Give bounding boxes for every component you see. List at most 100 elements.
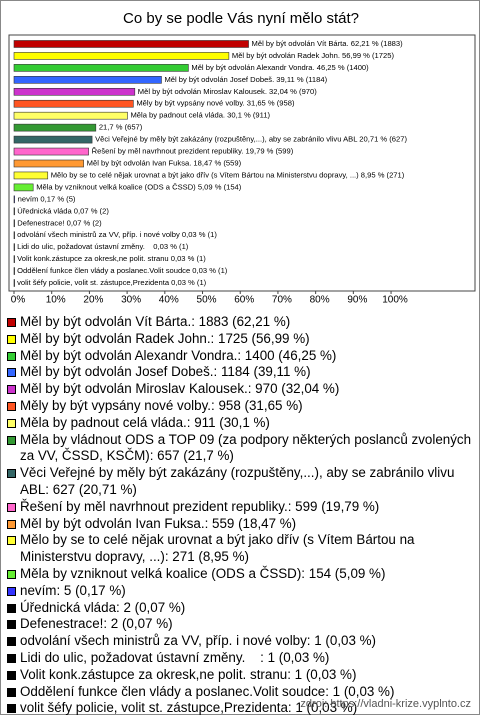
chart-title: Co by se podle Vás nyní mělo stát? (123, 10, 359, 27)
bar-label: Měla by padnout celá vláda. 30,1 % (911) (130, 111, 270, 120)
legend-item: Oddělení funkce člen vlády a poslanec.Vo… (7, 684, 473, 701)
bar (13, 171, 49, 180)
legend-item: Měl by být odvolán Ivan Fuksa.: 559 (18,… (7, 516, 473, 533)
legend-label: Měl by být odvolán Ivan Fuksa.: 559 (18,… (20, 515, 297, 531)
legend-swatch (7, 670, 16, 680)
x-tick-label: 80% (310, 295, 330, 306)
legend-swatch (7, 418, 16, 428)
legend-swatch (7, 401, 16, 411)
bar (13, 52, 230, 60)
legend-label: Měl by být odvolán Josef Dobeš.: 1184 (3… (20, 364, 311, 380)
bar-label: Měl by být odvolán Miroslav Kalousek. 32… (138, 87, 317, 96)
bar (13, 219, 15, 228)
x-tick-label: 30% (121, 295, 141, 306)
bar (13, 195, 15, 204)
bar (13, 207, 15, 216)
legend-item: nevím: 5 (0,17 %) (7, 583, 473, 600)
bar (13, 279, 15, 287)
x-tick-label: 90% (347, 295, 367, 306)
bar-label: Měl by být odvolán Vít Bárta. 62,21 % (1… (252, 39, 404, 48)
bar-label: Úřednická vláda 0,07 % (2) (17, 206, 109, 215)
legend-item: volit šéfy policie, volit st. zástupce,P… (7, 700, 473, 717)
legend-swatch (7, 435, 16, 445)
bar-label: odvolání všech ministrů za VV, příp. i n… (17, 230, 217, 239)
legend-swatch (7, 334, 16, 344)
x-tick-label: 70% (272, 295, 292, 306)
bar-label: Měla by vzniknout velká koalice (ODS a Č… (36, 182, 242, 191)
legend-swatch (7, 569, 16, 579)
bar (13, 123, 97, 132)
x-tick-label: 0% (11, 295, 26, 306)
bar-label: Oddělení funkce člen vlády a poslanec.Vo… (17, 266, 228, 275)
legend-label: odvolání všech ministrů za VV, příp. i n… (20, 633, 377, 649)
bar (13, 76, 162, 84)
legend-swatch (7, 519, 16, 529)
bar-label: Defenestrace! 0,07 % (2) (17, 218, 102, 227)
source: zdroj: https://vladni-krize.vyplnto.cz (300, 698, 471, 710)
legend-item: odvolání všech ministrů za VV, příp. i n… (7, 633, 473, 650)
legend-item: Věci Veřejné by měly být zakázány (rozpu… (7, 465, 473, 499)
bar-label: 21,7 % (657) (99, 123, 143, 132)
legend-swatch (7, 368, 16, 378)
legend-label: Měl by být odvolán Alexandr Vondra.: 140… (20, 347, 337, 363)
x-tick-label: 50% (197, 295, 217, 306)
legend-swatch (7, 687, 16, 697)
x-tick-label: 20% (83, 295, 103, 306)
x-tick-label: 40% (159, 295, 179, 306)
legend-item: Mělo by se to celé nějak urovnat a být j… (7, 532, 473, 566)
legend-label: Měly by být vypsány nové volby.: 958 (31… (20, 397, 303, 413)
legend-swatch (7, 620, 16, 630)
legend-swatch (7, 502, 16, 512)
legend-item: Měly by být vypsány nové volby.: 958 (31… (7, 398, 473, 415)
bar (13, 159, 84, 168)
legend-label: Mělo by se to celé nějak urovnat a být j… (20, 532, 419, 565)
bar-label: nevím 0,17 % (5) (18, 194, 76, 203)
bar-label: Mělo by se to celé nějak urovnat a být j… (51, 170, 405, 179)
bar-label: Volit konk.zástupce za okresk,ne polit. … (17, 254, 206, 263)
legend-label: Měl by být odvolán Miroslav Kalousek.: 9… (20, 381, 340, 397)
legend-item: Lidi do ulic, požadovat ústavní změny. :… (7, 650, 473, 667)
legend-swatch (7, 586, 16, 596)
bar (13, 111, 128, 120)
legend-swatch (7, 318, 16, 327)
legend-label: Řešení by měl navrhnout prezident republ… (20, 498, 380, 514)
legend-label: Měl by být odvolán Radek John.: 1725 (56… (20, 330, 310, 346)
legend-item: Měl by být odvolán Miroslav Kalousek.: 9… (7, 381, 473, 398)
legend-swatch (7, 603, 16, 613)
legend-label: Úřednická vláda: 2 (0,07 %) (20, 599, 186, 615)
bar-label: Měl by být odvolán Radek John. 56,99 % (… (232, 51, 395, 60)
bar-label: Měl by být odvolán Alexandr Vondra. 46,2… (191, 63, 369, 72)
bar (13, 255, 15, 263)
legend-item: Volit konk.zástupce za okresk,ne polit. … (7, 667, 473, 684)
legend-item: Měl by být odvolán Alexandr Vondra.: 140… (7, 348, 473, 365)
legend-swatch (7, 385, 16, 395)
bar-label: Věci Veřejné by měly být zakázány (rozpu… (95, 135, 407, 144)
legend-item: Úřednická vláda: 2 (0,07 %) (7, 600, 473, 617)
legend-swatch (7, 351, 16, 361)
bar-label: Měly by být vypsány nové volby. 31,65 % … (136, 99, 295, 108)
chart: Co by se podle Vás nyní mělo stát? Měl b… (8, 10, 476, 306)
bar-label: Řešení by měl navrhnout prezident republ… (92, 147, 294, 156)
legend-item: Měl by být odvolán Vít Bárta.: 1883 (62,… (7, 314, 473, 331)
bar (13, 64, 189, 72)
bar-label: Lidi do ulic, požadovat ústavní změny. 0… (17, 242, 189, 251)
bar-label: Měl by být odvolán Ivan Fuksa. 18,47 % (… (87, 159, 242, 168)
legend-label: Měla by vládnout ODS a TOP 09 (za podpor… (20, 431, 475, 464)
legend-label: Měla by vzniknout velká koalice (ODS a Č… (20, 565, 386, 581)
legend-label: Věci Veřejné by měly být zakázány (rozpu… (20, 465, 458, 497)
legend-swatch (7, 653, 16, 663)
legend-label: volit šéfy policie, volit st. zástupce,P… (20, 700, 358, 716)
bars: Měl by být odvolán Vít Bárta. 62,21 % (1… (13, 39, 407, 287)
legend-swatch (7, 469, 16, 479)
legend-label: Měla by padnout celá vláda.: 911 (30,1 %… (20, 414, 270, 430)
x-tick-label: 60% (234, 295, 254, 306)
legend-item: Měla by vládnout ODS a TOP 09 (za podpor… (7, 432, 473, 466)
legend-item: Měla by vzniknout velká koalice (ODS a Č… (7, 566, 473, 583)
legend-item: Měl by být odvolán Radek John.: 1725 (56… (7, 331, 473, 348)
legend-item: Měl by být odvolán Josef Dobeš.: 1184 (3… (7, 364, 473, 381)
legend-item: Měla by padnout celá vláda.: 911 (30,1 %… (7, 415, 473, 432)
legend-label: Volit konk.zástupce za okresk,ne polit. … (20, 666, 357, 682)
legend-label: nevím: 5 (0,17 %) (20, 582, 126, 598)
x-tick-label: 10% (46, 295, 66, 306)
